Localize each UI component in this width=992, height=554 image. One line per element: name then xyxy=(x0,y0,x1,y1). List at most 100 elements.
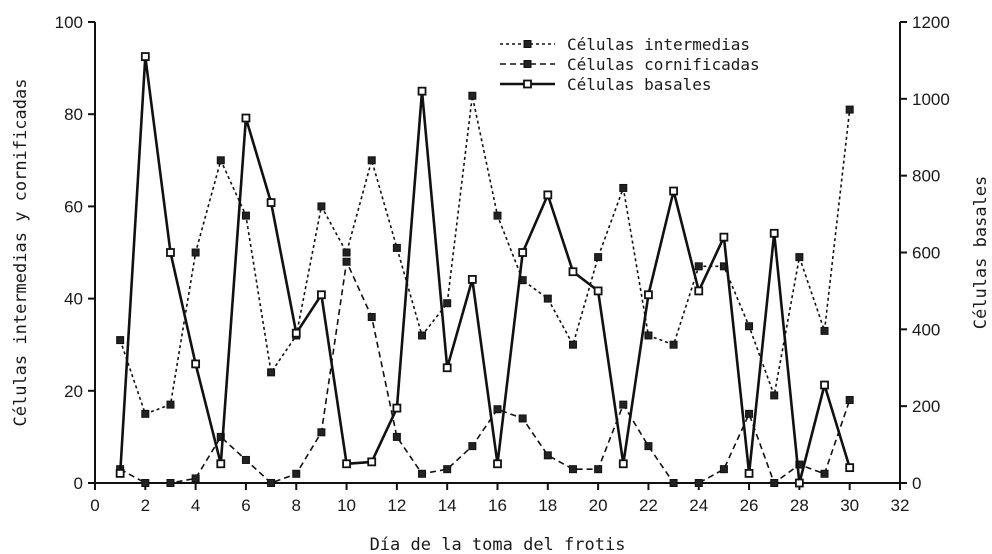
data-point xyxy=(745,322,754,331)
x-tick-label: 20 xyxy=(589,496,608,515)
y-right-tick-label: 600 xyxy=(912,244,940,263)
y-right-tick-label: 1200 xyxy=(912,13,950,32)
data-point xyxy=(266,198,276,207)
x-tick-label: 32 xyxy=(891,496,910,515)
y-left-tick-label: 40 xyxy=(64,290,83,309)
data-point xyxy=(770,391,779,400)
x-tick-label: 10 xyxy=(337,496,356,515)
legend-item: Células basales xyxy=(500,75,712,94)
legend-label: Células basales xyxy=(567,75,712,94)
data-point xyxy=(141,409,150,418)
data-point xyxy=(392,243,401,252)
data-point xyxy=(493,459,502,469)
data-point xyxy=(317,290,326,300)
data-point xyxy=(794,478,804,488)
data-point xyxy=(594,465,603,474)
data-point xyxy=(845,105,854,114)
x-tick-label: 28 xyxy=(790,496,809,515)
data-point xyxy=(418,331,427,340)
data-point xyxy=(769,228,779,238)
data-point xyxy=(443,465,452,474)
data-point xyxy=(140,52,150,61)
data-point xyxy=(845,463,855,473)
x-tick-label: 18 xyxy=(538,496,557,515)
data-point xyxy=(468,442,477,451)
data-point xyxy=(669,340,678,349)
data-point xyxy=(795,253,804,262)
data-point xyxy=(467,274,477,284)
y-axis-left-title: Células intermedias y cornificadas xyxy=(11,79,31,427)
data-point xyxy=(418,469,427,478)
data-point xyxy=(317,202,326,211)
x-tick-label: 22 xyxy=(639,496,658,515)
data-point xyxy=(568,340,577,349)
y-right-tick-label: 0 xyxy=(912,474,921,493)
data-point xyxy=(216,459,226,469)
x-axis-title: Día de la toma del frotis xyxy=(370,535,626,554)
data-point xyxy=(543,451,552,460)
data-point xyxy=(618,459,628,469)
y-left-tick-label: 100 xyxy=(55,13,83,32)
data-point xyxy=(820,469,829,478)
data-point xyxy=(820,326,829,335)
legend-swatch-marker xyxy=(523,60,532,68)
data-point xyxy=(518,248,528,257)
data-point xyxy=(342,257,351,266)
data-point xyxy=(367,313,376,322)
data-point xyxy=(392,432,401,441)
data-point xyxy=(166,248,175,257)
data-point xyxy=(166,400,175,409)
data-point xyxy=(594,253,603,262)
data-point xyxy=(442,363,452,373)
y-left-tick-label: 60 xyxy=(64,197,83,216)
x-tick-label: 0 xyxy=(90,496,99,515)
x-tick-label: 2 xyxy=(141,496,150,515)
data-point xyxy=(241,211,250,220)
data-point xyxy=(166,479,175,487)
data-point xyxy=(770,479,779,487)
y-right-tick-label: 400 xyxy=(912,320,940,339)
data-point xyxy=(694,479,703,487)
x-tick-label: 14 xyxy=(438,496,457,515)
data-point xyxy=(518,414,527,423)
data-point xyxy=(342,459,351,469)
data-point xyxy=(267,479,276,487)
series-c-lulas-basales xyxy=(115,52,855,488)
legend-swatch-marker xyxy=(523,79,532,89)
data-point xyxy=(468,91,477,100)
legend-label: Células cornificadas xyxy=(567,55,760,74)
series-line xyxy=(119,260,851,484)
legend-label: Células intermedias xyxy=(567,35,750,54)
data-point xyxy=(820,380,829,390)
data-point xyxy=(115,468,125,478)
x-tick-label: 24 xyxy=(689,496,708,515)
data-point xyxy=(593,286,603,296)
data-point xyxy=(543,294,552,303)
data-point xyxy=(317,428,326,437)
legend-swatch-marker xyxy=(523,40,532,48)
x-tick-label: 8 xyxy=(292,496,301,515)
data-point xyxy=(493,405,502,414)
legend-item: Células intermedias xyxy=(500,35,750,54)
data-point xyxy=(267,368,276,377)
x-tick-label: 30 xyxy=(840,496,859,515)
data-point xyxy=(744,468,754,478)
data-point xyxy=(719,465,728,474)
x-tick-label: 6 xyxy=(241,496,250,515)
data-point xyxy=(644,442,653,451)
data-point xyxy=(292,469,301,478)
data-point xyxy=(191,359,201,369)
y-axis-right-title: Células basales xyxy=(971,176,991,330)
data-point xyxy=(619,400,628,409)
data-point xyxy=(291,328,301,338)
y-right-tick-label: 800 xyxy=(912,167,940,186)
data-point xyxy=(216,432,225,441)
data-point xyxy=(342,248,351,257)
y-left-tick-label: 20 xyxy=(64,382,83,401)
y-left-tick-label: 0 xyxy=(74,474,83,493)
x-tick-label: 16 xyxy=(488,496,507,515)
data-point xyxy=(694,286,704,296)
data-point xyxy=(367,156,376,165)
data-point xyxy=(568,267,578,277)
